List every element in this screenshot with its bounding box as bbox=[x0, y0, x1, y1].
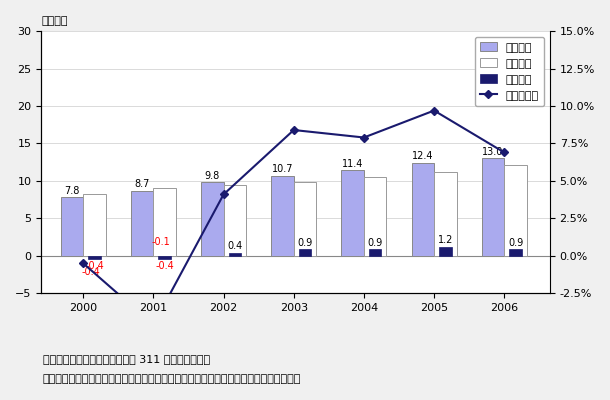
Text: -0.4: -0.4 bbox=[155, 261, 174, 271]
Bar bbox=[364, 177, 386, 256]
Text: 0.9: 0.9 bbox=[368, 238, 383, 248]
Bar bbox=[482, 158, 504, 256]
Bar bbox=[131, 191, 153, 256]
Bar bbox=[369, 249, 381, 256]
Bar bbox=[504, 165, 527, 256]
Text: 0.9: 0.9 bbox=[508, 238, 523, 248]
Bar bbox=[412, 163, 434, 256]
Bar bbox=[229, 253, 241, 256]
Bar bbox=[83, 194, 106, 256]
Text: 9.8: 9.8 bbox=[205, 170, 220, 180]
Text: 8.7: 8.7 bbox=[134, 179, 150, 189]
Bar bbox=[271, 176, 294, 256]
Bar bbox=[434, 172, 456, 256]
Text: 7.8: 7.8 bbox=[64, 186, 80, 196]
Text: 10.7: 10.7 bbox=[272, 164, 293, 174]
Bar bbox=[439, 247, 451, 256]
Bar bbox=[342, 170, 364, 256]
Bar bbox=[201, 182, 224, 256]
Bar bbox=[294, 182, 316, 256]
Bar bbox=[88, 256, 101, 259]
Bar bbox=[153, 188, 176, 256]
Bar bbox=[159, 256, 171, 259]
Text: -0.4: -0.4 bbox=[82, 267, 100, 277]
Bar bbox=[299, 249, 311, 256]
Text: （億円）: （億円） bbox=[41, 16, 68, 26]
Text: （注）総務省集計ベース（全国 311 事業者が対象）: （注）総務省集計ベース（全国 311 事業者が対象） bbox=[43, 354, 210, 364]
Text: 13.0: 13.0 bbox=[483, 147, 504, 157]
Text: -0.4: -0.4 bbox=[85, 261, 104, 271]
Bar bbox=[509, 249, 522, 256]
Text: （出所）総務省「ケーブルテレビの現状」よりみずほコーポレート銀行産業調査部作成: （出所）総務省「ケーブルテレビの現状」よりみずほコーポレート銀行産業調査部作成 bbox=[43, 374, 301, 384]
Legend: 営業収益, 営業費用, 営業利益, 営業利益率: 営業収益, 営業費用, 営業利益, 営業利益率 bbox=[475, 37, 544, 106]
Text: 0.4: 0.4 bbox=[227, 241, 242, 251]
Text: 11.4: 11.4 bbox=[342, 158, 364, 168]
Bar bbox=[224, 186, 246, 256]
Text: 0.9: 0.9 bbox=[297, 238, 312, 248]
Text: -0.1: -0.1 bbox=[152, 237, 170, 247]
Text: 12.4: 12.4 bbox=[412, 151, 434, 161]
Text: 1.2: 1.2 bbox=[437, 235, 453, 245]
Bar bbox=[61, 198, 83, 256]
